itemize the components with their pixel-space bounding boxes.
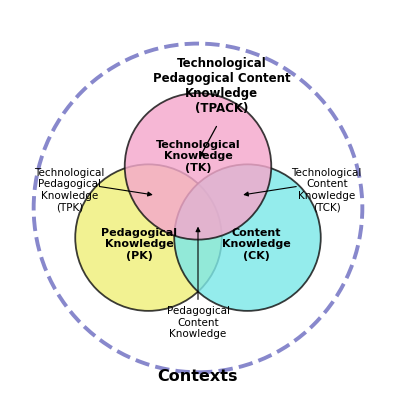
Text: Content
Knowledge
(CK): Content Knowledge (CK) [222, 228, 291, 261]
Text: Technological
Pedagogical Content
Knowledge
(TPACK): Technological Pedagogical Content Knowle… [153, 57, 291, 115]
Circle shape [174, 164, 321, 311]
Circle shape [75, 164, 222, 311]
Text: Pedagogical
Content
Knowledge: Pedagogical Content Knowledge [166, 306, 230, 339]
Text: Technological
Knowledge
(TK): Technological Knowledge (TK) [156, 140, 240, 173]
Text: Pedagogical
Knowledge
(PK): Pedagogical Knowledge (PK) [101, 228, 177, 261]
Text: Technological
Pedagogical
Knowledge
(TPK): Technological Pedagogical Knowledge (TPK… [34, 168, 105, 212]
Text: Technological
Content
Knowledge
(TCK): Technological Content Knowledge (TCK) [291, 168, 362, 212]
Circle shape [125, 93, 271, 240]
Text: Contexts: Contexts [158, 369, 238, 384]
